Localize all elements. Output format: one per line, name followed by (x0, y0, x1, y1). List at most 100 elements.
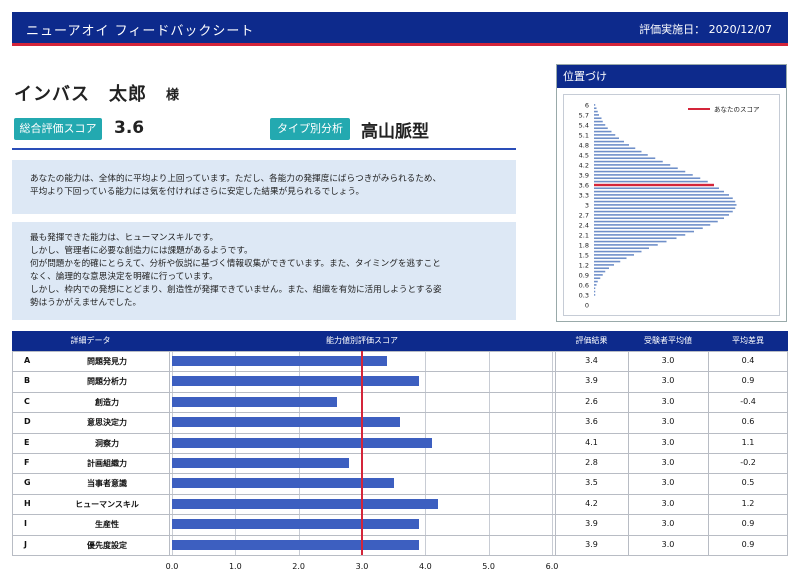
axis-tick-label: 2.0 (292, 562, 306, 571)
legend-label: あなたのスコア (714, 106, 760, 114)
row-code: C (24, 396, 30, 406)
distribution-bar (594, 180, 708, 183)
distribution-axis-label: 3 (585, 202, 589, 210)
distribution-bar (594, 104, 596, 106)
average-value: 3.0 (661, 437, 675, 447)
header-bar: ニューアオイ フィードバックシート 評価実施日： 2020/12/07 (12, 12, 788, 46)
distribution-bar (594, 280, 598, 283)
distribution-bar (594, 170, 686, 173)
score-bar (172, 356, 388, 366)
header-result: 評価結果 (555, 331, 628, 351)
distribution-axis-label: 2.4 (579, 222, 589, 230)
header-ability-score: 能力値別評価スコア (169, 331, 555, 351)
distribution-bar (594, 287, 596, 290)
result-value: 3.5 (585, 478, 598, 488)
average-value: 3.0 (661, 396, 675, 406)
detail-comment-box: 最も発揮できた能力は、ヒューマンスキルです。 しかし、管理者に必要な創造力には課… (12, 222, 516, 320)
distribution-bar (594, 150, 642, 153)
score-bar (172, 458, 350, 468)
distribution-bar (594, 264, 614, 266)
comment-line: 何が問題かを的確にとらえて、分析や仮説に基づく情報収集ができています。また、タイ… (30, 259, 441, 269)
row-divider (12, 391, 788, 393)
distribution-axis-label: 0.6 (579, 282, 589, 290)
comment-line: しかし、管理者に必要な創造力には課題があるようです。 (30, 246, 253, 256)
evaluation-date: 評価実施日： 2020/12/07 (639, 23, 772, 36)
distribution-bar (594, 107, 597, 110)
distribution-bar (594, 144, 629, 146)
average-value: 3.0 (661, 478, 675, 488)
row-divider (12, 432, 788, 434)
distribution-bar (594, 217, 724, 220)
row-divider (12, 453, 788, 454)
difference-value: 0.5 (741, 478, 755, 488)
score-bar (172, 519, 419, 530)
distribution-bar (594, 250, 642, 253)
average-value: 3.0 (661, 519, 675, 529)
difference-value: 0.4 (741, 356, 755, 365)
average-value: 3.0 (661, 539, 675, 549)
score-bar (172, 417, 400, 428)
distribution-bar (594, 190, 724, 193)
distribution-bar (594, 254, 634, 256)
row-divider (12, 473, 788, 475)
distribution-bar (594, 277, 601, 280)
difference-value: 0.9 (741, 539, 755, 549)
comment-line: しかし、枠内での発想にとどまり、創造性が発揮できていません。また、組織を有効に活… (30, 285, 442, 295)
distribution-bar (594, 227, 703, 230)
row-divider (12, 514, 788, 516)
distribution-axis-label: 1.5 (579, 252, 589, 260)
ability-name: 生産性 (95, 520, 119, 530)
distribution-axis-label: 5.1 (579, 132, 589, 140)
difference-value: 0.9 (741, 519, 755, 529)
distribution-bar (594, 234, 686, 236)
distribution-bar (594, 247, 649, 250)
average-value: 3.0 (661, 376, 675, 386)
ability-name: 優先度設定 (87, 540, 127, 550)
difference-value: 1.2 (741, 498, 755, 508)
distribution-axis-label: 5.4 (579, 122, 589, 130)
comment-line: 最も発揮できた能力は、ヒューマンスキルです。 (30, 233, 219, 243)
distribution-bar (594, 260, 621, 263)
difference-value: -0.4 (740, 396, 756, 406)
distribution-axis-label: 4.2 (579, 162, 589, 170)
row-code: A (24, 356, 31, 365)
distribution-bar (594, 114, 599, 116)
score-bar (172, 478, 394, 489)
ability-name: 計画組織力 (87, 459, 127, 468)
result-value: 3.9 (585, 519, 598, 529)
row-code: D (24, 417, 31, 427)
distribution-axis-label: 1.8 (579, 242, 589, 250)
row-code: F (24, 458, 30, 467)
row-code: G (24, 478, 31, 488)
distribution-bar (594, 237, 677, 240)
distribution-bar (594, 294, 596, 296)
distribution-bar (594, 194, 729, 196)
result-value: 2.6 (585, 396, 598, 406)
distribution-bar (594, 137, 619, 140)
difference-value: -0.2 (740, 458, 756, 467)
ability-name: 創造力 (95, 397, 119, 407)
row-divider (12, 493, 788, 495)
average-reference-line (361, 351, 363, 555)
distribution-axis-label: 1.2 (579, 262, 589, 270)
distribution-bar (594, 204, 737, 206)
distribution-bar (594, 140, 624, 143)
row-divider (12, 351, 788, 352)
comment-line: 勢はうかがえませんでした。 (30, 298, 142, 308)
average-value: 3.0 (661, 498, 675, 508)
distribution-axis-label: 3.3 (579, 192, 589, 200)
honorific: 様 (166, 88, 180, 103)
axis-tick-label: 5.0 (482, 562, 496, 571)
distribution-bar (594, 167, 678, 170)
summary-divider (12, 148, 516, 150)
distribution-bar (594, 117, 602, 120)
row-code: I (24, 519, 27, 529)
distribution-bar (594, 284, 597, 286)
result-value: 4.1 (585, 437, 598, 447)
distribution-axis-label: 4.5 (579, 152, 589, 160)
ability-name: 意思決定力 (87, 418, 127, 428)
average-value: 3.0 (661, 458, 675, 467)
distribution-bar (594, 257, 627, 260)
distribution-bar (594, 270, 606, 273)
distribution-axis-label: 3.9 (579, 172, 589, 180)
